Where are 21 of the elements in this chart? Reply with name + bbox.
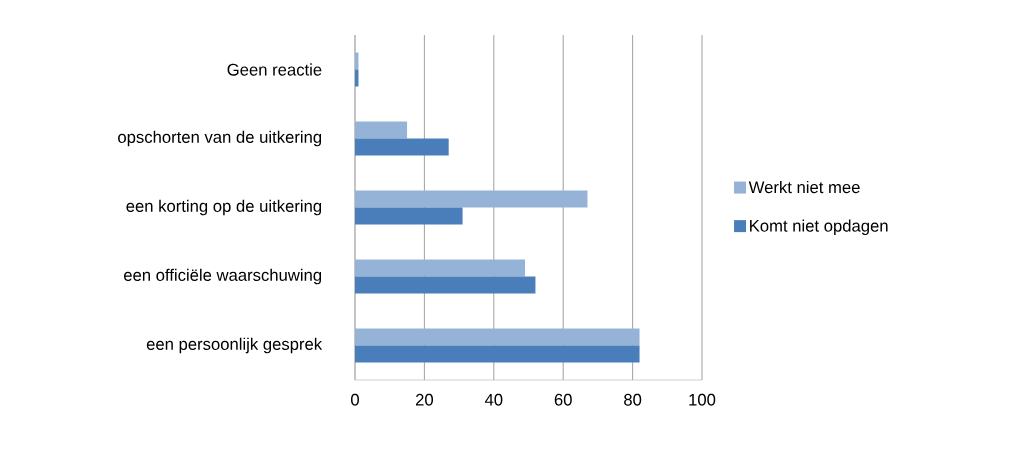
x-tick-label: 20 [415, 393, 434, 406]
bar [355, 207, 463, 225]
bar [355, 328, 640, 346]
y-tick-label: een persoonlijk gesprek [146, 337, 323, 354]
legend-label: Werkt niet mee [748, 180, 860, 194]
x-tick-label: 100 [689, 393, 716, 406]
y-tick-label: een korting op de uitkering [126, 199, 322, 216]
x-tick-label: 80 [624, 393, 642, 406]
bar [355, 190, 588, 208]
bar [355, 121, 408, 139]
y-tick-label: een officiële waarschuwing [123, 268, 322, 285]
bar [355, 259, 526, 277]
y-tick-label: opschorten van de uitkering [118, 130, 322, 147]
y-tick-label: Geen reactie [227, 63, 322, 76]
x-tick-label: 60 [554, 393, 572, 406]
x-tick-label: 0 [351, 393, 359, 406]
legend-label: Komt niet opdagen [750, 219, 888, 236]
bar [355, 138, 449, 156]
x-tick-label: 40 [484, 393, 503, 406]
bar [355, 345, 640, 363]
bar [355, 276, 536, 294]
